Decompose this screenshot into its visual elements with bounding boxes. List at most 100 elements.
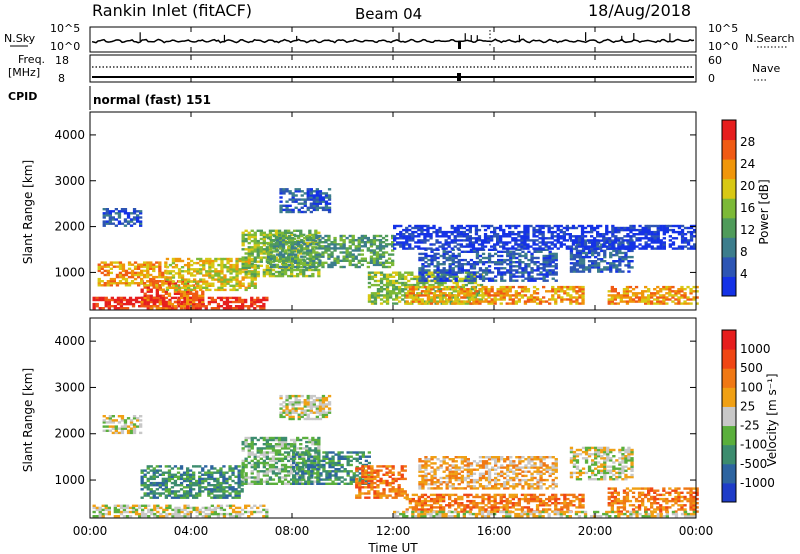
heatmap-cell bbox=[621, 258, 625, 261]
heatmap-cell bbox=[494, 248, 498, 251]
heatmap-cell bbox=[414, 298, 418, 301]
heatmap-cell bbox=[187, 288, 191, 292]
heatmap-cell bbox=[404, 277, 408, 281]
heatmap-cell bbox=[668, 292, 672, 295]
heatmap-cell bbox=[324, 261, 328, 264]
heatmap-cell bbox=[580, 228, 585, 232]
heatmap-cell bbox=[420, 247, 424, 250]
heatmap-cell bbox=[554, 290, 558, 293]
heatmap-cell bbox=[117, 222, 122, 225]
heatmap-cell bbox=[170, 496, 175, 499]
heatmap-cell bbox=[644, 285, 648, 289]
heatmap-cell bbox=[241, 256, 245, 259]
heatmap-cell bbox=[626, 247, 630, 250]
heatmap-cell bbox=[475, 252, 480, 256]
heatmap-cell bbox=[414, 226, 418, 230]
heatmap-cell bbox=[177, 272, 182, 275]
heatmap-cell bbox=[538, 233, 542, 236]
heatmap-cell bbox=[216, 477, 220, 481]
heatmap-cell bbox=[318, 255, 322, 258]
heatmap-cell bbox=[615, 266, 619, 269]
heatmap-cell bbox=[299, 229, 303, 232]
heatmap-cell bbox=[454, 256, 458, 260]
heatmap-cell bbox=[123, 220, 128, 223]
heatmap-cell bbox=[478, 267, 483, 270]
heatmap-cell bbox=[382, 273, 387, 276]
heatmap-cell bbox=[315, 202, 319, 205]
heatmap-cell bbox=[674, 298, 678, 301]
heatmap-cell bbox=[225, 296, 230, 300]
heatmap-cell bbox=[439, 292, 443, 295]
heatmap-cell bbox=[195, 484, 199, 487]
heatmap-cell bbox=[287, 260, 291, 263]
heatmap-cell bbox=[220, 261, 224, 265]
heatmap-cell bbox=[395, 273, 399, 276]
heatmap-cell bbox=[399, 233, 403, 236]
heatmap-cell bbox=[662, 294, 666, 297]
heatmap-cell bbox=[559, 230, 563, 234]
heatmap-cell bbox=[228, 300, 233, 304]
heatmap-cell bbox=[149, 263, 153, 266]
heatmap-cell bbox=[518, 261, 522, 264]
heatmap-cell bbox=[186, 479, 190, 483]
heatmap-cell bbox=[426, 239, 430, 242]
heatmap-cell bbox=[392, 283, 396, 287]
nave-tick-top: 60 bbox=[708, 54, 722, 67]
heatmap-cell bbox=[210, 508, 214, 512]
heatmap-cell bbox=[291, 192, 295, 195]
heatmap-cell bbox=[312, 257, 316, 260]
heatmap-cell bbox=[378, 234, 383, 238]
heatmap-cell bbox=[458, 279, 462, 283]
heatmap-cell bbox=[428, 273, 432, 276]
heatmap-cell bbox=[370, 283, 375, 287]
heatmap-cell bbox=[143, 265, 147, 268]
heatmap-cell bbox=[384, 234, 389, 238]
heatmap-cell bbox=[114, 224, 118, 227]
heatmap-cell bbox=[241, 476, 245, 479]
heatmap-cell bbox=[391, 253, 395, 256]
heatmap-cell bbox=[205, 286, 209, 289]
heatmap-cell bbox=[127, 261, 132, 264]
heatmap-cell bbox=[183, 506, 187, 510]
heatmap-cell bbox=[401, 298, 405, 301]
heatmap-cell bbox=[568, 245, 572, 248]
heatmap-cell bbox=[306, 192, 310, 195]
heatmap-cell bbox=[577, 235, 582, 238]
heatmap-cell bbox=[306, 208, 310, 212]
heatmap-cell bbox=[222, 300, 227, 304]
heatmap-cell bbox=[631, 298, 636, 301]
heatmap-cell bbox=[375, 261, 380, 264]
heatmap-cell bbox=[369, 257, 374, 260]
heatmap-cell bbox=[603, 249, 607, 253]
heatmap-cell bbox=[213, 496, 217, 499]
heatmap-cell bbox=[146, 492, 150, 495]
heatmap-cell bbox=[542, 258, 546, 262]
heatmap-cell bbox=[357, 265, 361, 269]
heatmap-cell bbox=[115, 261, 120, 264]
heatmap-cell bbox=[186, 300, 190, 304]
heatmap-cell bbox=[442, 256, 446, 260]
heatmap-cell bbox=[297, 236, 301, 240]
heatmap-cell bbox=[600, 260, 604, 263]
heatmap-cell bbox=[244, 274, 248, 278]
heatmap-cell bbox=[167, 292, 172, 295]
heatmap-cell bbox=[554, 258, 558, 262]
heatmap-cell bbox=[656, 230, 660, 234]
heatmap-cell bbox=[587, 241, 592, 244]
heatmap-cell bbox=[463, 288, 467, 291]
heatmap-cell bbox=[219, 298, 224, 302]
heatmap-cell bbox=[124, 284, 129, 287]
heatmap-cell bbox=[199, 288, 203, 292]
heatmap-cell bbox=[448, 275, 452, 278]
heatmap-cell bbox=[550, 230, 554, 234]
heatmap-cell bbox=[186, 484, 190, 487]
heatmap-cell bbox=[256, 241, 260, 245]
heatmap-cell bbox=[100, 267, 104, 270]
heatmap-cell bbox=[468, 245, 472, 248]
heatmap-cell bbox=[556, 241, 560, 244]
heatmap-cell bbox=[100, 271, 104, 275]
heatmap-cell bbox=[535, 288, 540, 291]
heatmap-cell bbox=[529, 245, 533, 248]
heatmap-cell bbox=[405, 239, 409, 242]
heatmap-cell bbox=[306, 263, 310, 267]
